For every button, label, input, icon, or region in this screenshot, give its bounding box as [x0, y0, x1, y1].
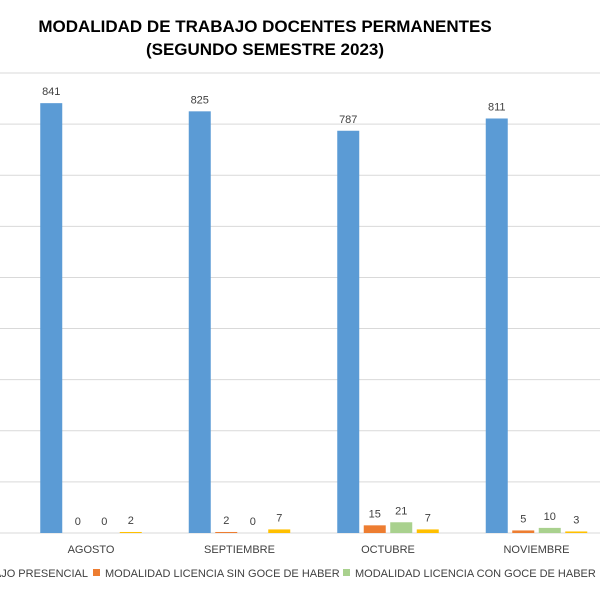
legend-label: MODALIDAD DE TRABAJO PRESENCIAL: [0, 568, 88, 580]
data-label: 825: [191, 94, 209, 106]
bar: [363, 525, 386, 533]
data-label: 0: [101, 516, 107, 528]
data-label: 5: [520, 513, 526, 525]
x-tick-label: OCTUBRE: [361, 544, 415, 556]
data-label: 2: [223, 515, 229, 527]
bar: [119, 531, 142, 533]
bar: [538, 527, 561, 533]
data-label: 21: [395, 505, 407, 517]
bar: [416, 529, 439, 533]
legend-swatch: [93, 569, 100, 576]
data-label: 15: [369, 508, 381, 520]
x-tick-label: SEPTIEMBRE: [204, 544, 275, 556]
bar: [188, 111, 211, 533]
legend-swatch: [343, 569, 350, 576]
data-label: 787: [339, 114, 357, 126]
data-label: 0: [250, 516, 256, 528]
legend-label: MODALIDAD LICENCIA CON GOCE DE HABER: [355, 568, 596, 580]
legend: MODALIDAD DE TRABAJO PRESENCIAL MODALIDAD…: [0, 568, 596, 580]
bar: [215, 531, 238, 533]
data-label: 2: [128, 515, 134, 527]
data-label: 10: [544, 511, 556, 523]
plot-area: 841 0 0 2 825 2 0 7 787 15 21 7 811 5 10 3: [40, 86, 588, 534]
chart-title: MODALIDAD DE TRABAJO DOCENTES PERMANENTE…: [38, 17, 491, 36]
bar: [337, 130, 360, 533]
bar: [390, 522, 413, 533]
x-tick-label: NOVIEMBRE: [503, 544, 569, 556]
data-label: 811: [488, 101, 506, 113]
gridlines: [0, 72, 600, 534]
bar: [40, 103, 63, 534]
data-label: 7: [425, 512, 431, 524]
data-label: 7: [276, 512, 282, 524]
bar: [512, 530, 535, 533]
chart-subtitle: (SEGUNDO SEMESTRE 2023): [146, 40, 384, 59]
data-label: 0: [75, 516, 81, 528]
x-tick-label: AGOSTO: [68, 544, 115, 556]
legend-label: MODALIDAD LICENCIA SIN GOCE DE HABER: [105, 568, 340, 580]
x-axis: AGOSTO SEPTIEMBRE OCTUBRE NOVIEMBRE: [68, 544, 570, 556]
data-label: 841: [42, 86, 60, 98]
bar: [485, 118, 508, 533]
bar: [268, 529, 291, 533]
data-label: 3: [573, 514, 579, 526]
bar: [565, 531, 588, 533]
